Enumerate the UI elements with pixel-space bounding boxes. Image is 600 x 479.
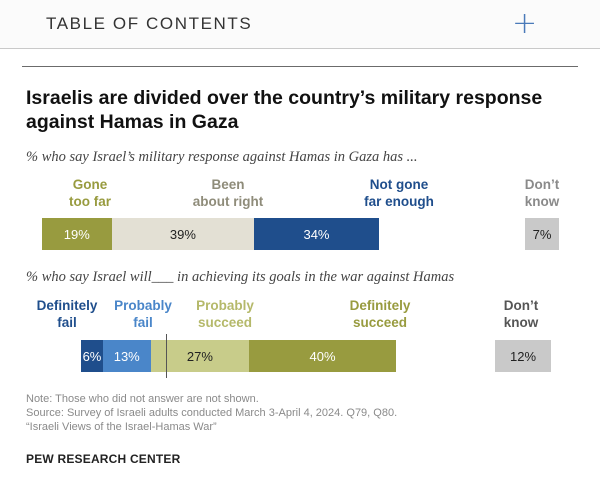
category-label-line: succeed — [352, 315, 408, 330]
bar-been-about-right: 39% — [111, 218, 255, 250]
category-label-line: succeed — [197, 315, 253, 330]
fail-succeed-divider-line — [166, 334, 167, 378]
category-label-line: Don’t — [524, 177, 560, 192]
category-label-line: Probably — [196, 298, 254, 313]
category-label-probably-succeed: Probably succeed — [165, 297, 285, 331]
category-label-dont-know: Don’t know — [461, 297, 581, 331]
bar-dont-know: 7% — [525, 218, 559, 250]
report-title-line: “Israeli Views of the Israel-Hamas War” — [26, 421, 217, 433]
category-label-line: fail — [57, 315, 77, 330]
category-label-probably-fail: Probably fail — [83, 297, 203, 331]
category-label-line: Definitely — [36, 298, 98, 313]
category-label-line: Probably — [114, 298, 172, 313]
category-label-not-gone-far-enough: Not gone far enough — [339, 176, 459, 210]
category-label-dont-know: Don’t know — [482, 176, 600, 210]
category-label-line: Gone — [72, 177, 108, 192]
category-label-definitely-succeed: Definitely succeed — [320, 297, 440, 331]
category-label-line: about right — [192, 194, 264, 209]
category-label-line: know — [524, 194, 560, 209]
table-of-contents-bar[interactable]: TABLE OF CONTENTS + — [0, 0, 600, 49]
bar-dont-know: 12% — [495, 340, 551, 372]
category-label-line: fail — [133, 315, 153, 330]
category-label-line: Been — [211, 177, 245, 192]
category-label-line: far enough — [364, 194, 434, 209]
category-label-line: Not gone — [369, 177, 429, 192]
source-note: Note: Those who did not answer are not s… — [26, 392, 566, 434]
expand-plus-icon[interactable]: + — [512, 6, 538, 41]
bar-probably-fail: 13% — [102, 340, 151, 372]
chart1-subtitle: % who say Israel’s military response aga… — [26, 149, 418, 165]
pew-logo-text: PEW RESEARCH CENTER — [26, 452, 181, 466]
category-label-line: Don’t — [503, 298, 539, 313]
bar-definitely-fail: 6% — [81, 340, 103, 372]
category-label-been-about-right: Been about right — [168, 176, 288, 210]
category-label-definitely-fail: Definitely fail — [7, 297, 127, 331]
bar-probably-succeed: 27% — [150, 340, 250, 372]
category-label-line: Definitely — [349, 298, 411, 313]
chart-headline: Israelis are divided over the country’s … — [26, 87, 543, 133]
bar-gone-too-far: 19% — [42, 218, 112, 250]
note-line: Note: Those who did not answer are not s… — [26, 393, 259, 405]
bar-not-gone-far-enough: 34% — [254, 218, 379, 250]
section-divider — [22, 66, 578, 67]
category-label-line: too far — [69, 194, 111, 209]
bar-definitely-succeed: 40% — [249, 340, 396, 372]
category-label-gone-too-far: Gone too far — [30, 176, 150, 210]
chart2-subtitle: % who say Israel will___ in achieving it… — [26, 269, 455, 285]
table-of-contents-label[interactable]: TABLE OF CONTENTS — [46, 14, 253, 33]
category-label-line: know — [503, 315, 539, 330]
source-line: Source: Survey of Israeli adults conduct… — [26, 407, 398, 419]
